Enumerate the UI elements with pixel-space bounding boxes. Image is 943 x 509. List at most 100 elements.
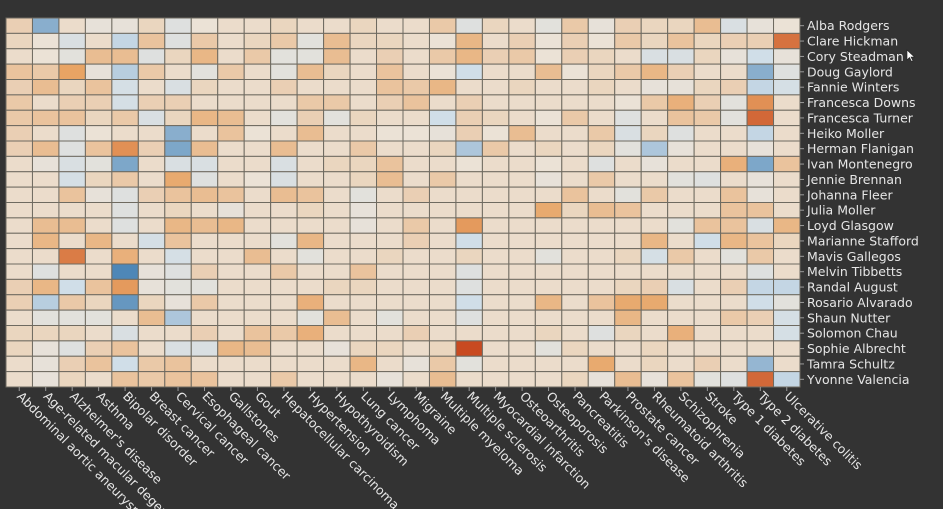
heatmap-cell (693, 140, 722, 157)
heatmap-cell (402, 79, 430, 96)
heatmap-cell (111, 325, 139, 342)
heatmap-cell (5, 263, 33, 280)
heatmap-cell (587, 171, 616, 188)
heatmap-cell (270, 79, 298, 96)
heatmap-cell (428, 371, 457, 388)
heatmap-cell (5, 125, 33, 142)
heatmap-cell (349, 248, 378, 265)
heatmap-cell (481, 63, 510, 80)
row-label: Yvonne Valencia (806, 372, 910, 387)
heatmap-cell (376, 140, 404, 157)
heatmap-cell (402, 371, 430, 388)
heatmap-cell (217, 17, 245, 34)
heatmap-cell (455, 48, 483, 65)
heatmap-cell (508, 155, 536, 173)
heatmap-cell (243, 355, 272, 373)
heatmap-cell (137, 140, 166, 157)
heatmap-cell (508, 140, 536, 157)
heatmap-cell (376, 294, 404, 311)
heatmap-cell (31, 294, 60, 311)
heatmap-cell (534, 94, 563, 111)
row-label: Clare Hickman (807, 34, 898, 49)
heatmap-cell (534, 186, 563, 203)
heatmap-cell (243, 325, 272, 342)
heatmap-cell (561, 309, 589, 326)
heatmap-cell (58, 63, 86, 80)
heatmap-cell (640, 278, 669, 296)
heatmap-cell (190, 155, 219, 173)
heatmap-cell (720, 140, 748, 157)
heatmap-cell (58, 232, 86, 250)
heatmap-cell (455, 125, 483, 142)
heatmap-cell (190, 79, 219, 96)
heatmap-cell (296, 309, 325, 326)
heatmap-cell (137, 63, 166, 80)
heatmap-cell (561, 232, 589, 250)
heatmap-cell (217, 109, 245, 127)
heatmap-cell (243, 217, 272, 234)
heatmap-cell (243, 32, 272, 50)
heatmap-cell (323, 309, 351, 326)
heatmap-cell (667, 309, 695, 326)
heatmap-cell (773, 248, 801, 265)
heatmap-cell (640, 294, 669, 311)
heatmap-cell (376, 79, 404, 96)
heatmap-cell (190, 340, 219, 357)
heatmap-cell (773, 340, 801, 357)
heatmap-cell (243, 48, 272, 65)
row-label: Solomon Chau (807, 326, 898, 341)
heatmap-cell (746, 63, 775, 80)
heatmap-cell (428, 63, 457, 80)
heatmap-cell (137, 32, 166, 50)
heatmap-cell (217, 94, 245, 111)
heatmap-cell (217, 171, 245, 188)
heatmap-cell (137, 278, 166, 296)
heatmap-cell (455, 248, 483, 265)
heatmap-cell (5, 355, 33, 373)
heatmap-cell (270, 186, 298, 203)
heatmap-cell (376, 109, 404, 127)
heatmap-cell (667, 325, 695, 342)
heatmap-cell (323, 294, 351, 311)
heatmap-cell (561, 79, 589, 96)
heatmap-cell (587, 355, 616, 373)
heatmap-cell (84, 32, 113, 50)
heatmap-cell (640, 63, 669, 80)
heatmap-cell (217, 155, 245, 173)
heatmap-cell (270, 278, 298, 296)
heatmap-cell (111, 232, 139, 250)
heatmap-cell (587, 232, 616, 250)
heatmap-cell (31, 263, 60, 280)
heatmap-cell (720, 355, 748, 373)
heatmap-cell (164, 202, 192, 219)
row-label: Heiko Moller (807, 126, 885, 141)
heatmap-cell (190, 217, 219, 234)
heatmap-cell (137, 232, 166, 250)
heatmap-cell (561, 17, 589, 34)
heatmap-cell (640, 309, 669, 326)
heatmap-cell (534, 371, 563, 388)
heatmap-cell (481, 340, 510, 357)
heatmap-cell (534, 140, 563, 157)
heatmap-cell (164, 186, 192, 203)
heatmap-cell (746, 186, 775, 203)
heatmap-cell (561, 186, 589, 203)
heatmap-cell (376, 202, 404, 219)
heatmap-cell (614, 248, 642, 265)
heatmap-cell (455, 232, 483, 250)
heatmap-cell (614, 294, 642, 311)
heatmap-cell (508, 94, 536, 111)
heatmap-cell (164, 125, 192, 142)
heatmap-cell (667, 186, 695, 203)
heatmap-cell (296, 186, 325, 203)
heatmap-cell (137, 155, 166, 173)
heatmap-cell (481, 278, 510, 296)
heatmap-cell (296, 125, 325, 142)
heatmap-cell (614, 309, 642, 326)
heatmap-cell (587, 294, 616, 311)
heatmap-cell (561, 355, 589, 373)
heatmap-cell (693, 232, 722, 250)
heatmap-cell (111, 294, 139, 311)
heatmap-cell (640, 232, 669, 250)
